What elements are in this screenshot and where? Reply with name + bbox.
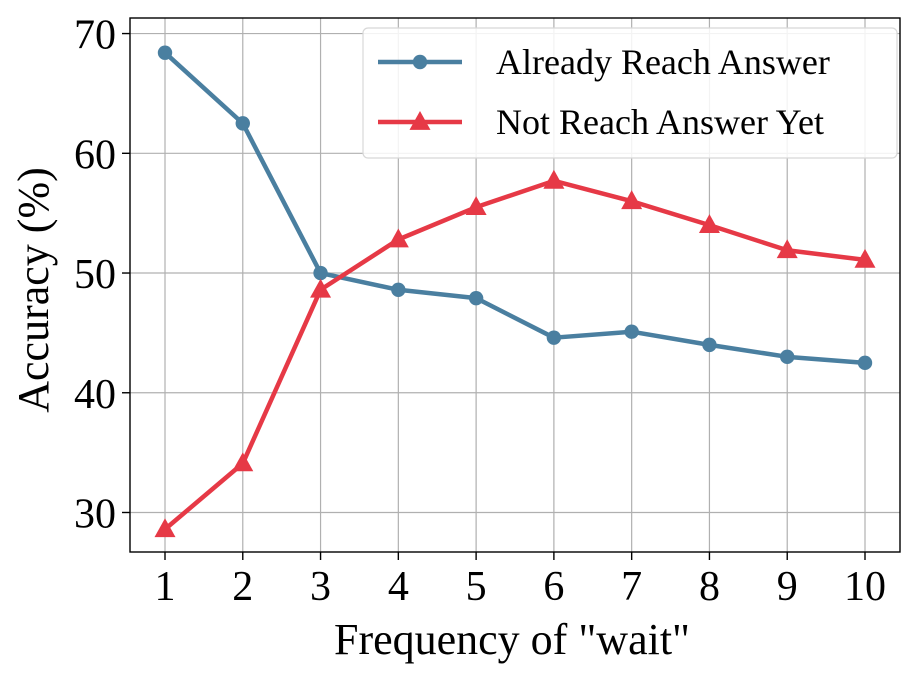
- data-point: [546, 330, 562, 345]
- legend-marker: [412, 54, 428, 70]
- data-point: [698, 214, 720, 234]
- series-line: [162, 178, 868, 532]
- data-point: [543, 169, 565, 189]
- data-point: [157, 45, 173, 60]
- data-point: [232, 452, 254, 472]
- x-tick-label: 3: [310, 564, 331, 610]
- data-point: [621, 190, 643, 210]
- data-point: [624, 324, 639, 339]
- data-point: [776, 239, 798, 259]
- y-axis-label: Accuracy (%): [9, 167, 58, 413]
- x-tick-label: 1: [155, 564, 176, 610]
- x-tick-label: 4: [388, 564, 409, 610]
- data-point: [702, 337, 717, 353]
- series-1: [157, 45, 873, 371]
- x-tick-label: 2: [232, 564, 253, 610]
- series-2: [154, 169, 876, 538]
- data-point: [387, 228, 409, 248]
- legend-label: Not Reach Answer Yet: [496, 102, 824, 142]
- plot-frame: [129, 17, 901, 553]
- y-tick-label: 30: [74, 491, 116, 537]
- x-tick-label: 5: [466, 564, 487, 610]
- x-tick-label: 8: [699, 564, 720, 610]
- data-point: [235, 116, 250, 131]
- y-tick-label: 60: [74, 132, 116, 178]
- legend-box: [362, 27, 898, 159]
- series-line: [162, 50, 868, 366]
- tick-layer: 1 2 3 4 5 6 7 8 9 10 30 40 50 60 70: [74, 13, 886, 610]
- series-layer: [154, 45, 876, 538]
- legend-marker: [409, 110, 431, 130]
- data-point: [154, 518, 176, 538]
- y-tick-label: 50: [74, 252, 116, 298]
- data-point: [391, 282, 406, 297]
- y-tick-label: 70: [74, 13, 116, 59]
- data-point: [310, 278, 332, 298]
- x-tick-label: 10: [844, 564, 886, 610]
- data-point: [313, 265, 328, 281]
- data-point: [465, 196, 487, 216]
- y-tick-label: 40: [74, 372, 116, 418]
- x-axis-label: Frequency of "wait": [334, 615, 690, 664]
- legend: Already Reach Answer Not Reach Answer Yet: [362, 27, 898, 159]
- x-tick-label: 6: [543, 564, 564, 610]
- x-tick-label: 9: [777, 564, 798, 610]
- legend-label: Already Reach Answer: [496, 42, 830, 82]
- data-point: [857, 355, 873, 371]
- data-point: [780, 349, 795, 365]
- data-point: [468, 290, 484, 306]
- x-tick-label: 7: [621, 564, 642, 610]
- data-point: [854, 248, 876, 268]
